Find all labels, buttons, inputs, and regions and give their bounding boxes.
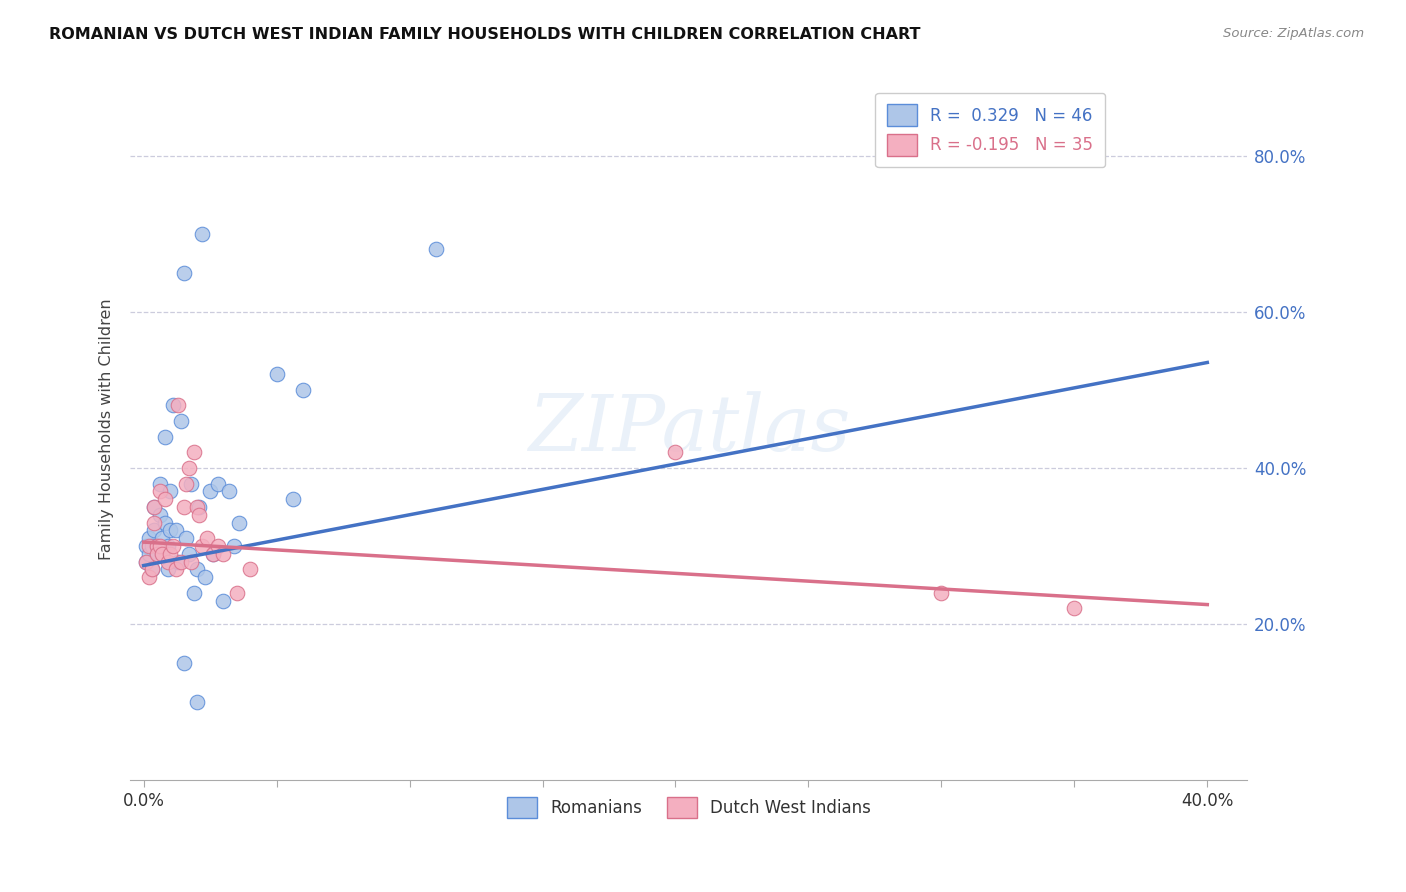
Text: ROMANIAN VS DUTCH WEST INDIAN FAMILY HOUSEHOLDS WITH CHILDREN CORRELATION CHART: ROMANIAN VS DUTCH WEST INDIAN FAMILY HOU… (49, 27, 921, 42)
Point (207, 476, 229, 491)
Point (173, 266, 195, 280)
Point (931, 586, 953, 600)
Point (180, 555, 202, 569)
Text: Source: ZipAtlas.com: Source: ZipAtlas.com (1223, 27, 1364, 40)
Point (186, 562, 208, 576)
Point (153, 492, 176, 507)
Y-axis label: Family Households with Children: Family Households with Children (100, 298, 114, 559)
Point (174, 476, 197, 491)
Point (143, 500, 166, 514)
Point (165, 562, 187, 576)
Point (143, 524, 166, 538)
Point (170, 414, 193, 428)
Point (146, 539, 169, 553)
Point (138, 570, 160, 584)
Point (135, 555, 157, 569)
Legend: Romanians, Dutch West Indians: Romanians, Dutch West Indians (501, 790, 877, 825)
Point (218, 484, 240, 499)
Point (138, 531, 160, 545)
Point (146, 547, 169, 561)
Point (159, 524, 181, 538)
Point (138, 539, 160, 553)
Point (188, 508, 211, 522)
Point (149, 476, 172, 491)
Point (165, 524, 187, 538)
Point (153, 430, 176, 444)
Point (183, 445, 205, 459)
Point (159, 484, 181, 499)
Point (186, 695, 208, 709)
Point (150, 531, 173, 545)
Point (141, 562, 163, 576)
Point (141, 539, 163, 553)
Point (177, 547, 200, 561)
Point (191, 539, 214, 553)
Point (201, 547, 224, 561)
Point (197, 531, 219, 545)
Point (281, 492, 304, 507)
Point (212, 547, 235, 561)
Point (228, 516, 250, 530)
Point (173, 500, 195, 514)
Point (156, 539, 179, 553)
Point (135, 555, 157, 569)
Point (146, 539, 169, 553)
Point (167, 399, 190, 413)
Point (266, 368, 288, 382)
Point (180, 476, 202, 491)
Point (149, 539, 172, 553)
Point (174, 531, 197, 545)
Point (149, 508, 172, 522)
Point (159, 547, 181, 561)
Point (188, 500, 211, 514)
Point (162, 539, 184, 553)
Point (167, 555, 190, 569)
Point (143, 516, 166, 530)
Point (170, 555, 193, 569)
Point (1063, 601, 1085, 615)
Point (201, 547, 224, 561)
Point (664, 445, 686, 459)
Point (135, 539, 157, 553)
Point (198, 484, 221, 499)
Point (225, 586, 247, 600)
Point (186, 500, 208, 514)
Point (239, 562, 262, 576)
Point (425, 242, 447, 256)
Point (194, 570, 217, 584)
Point (156, 562, 179, 576)
Point (162, 399, 184, 413)
Point (222, 539, 245, 553)
Point (138, 547, 160, 561)
Point (149, 484, 172, 499)
Point (146, 547, 169, 561)
Point (156, 555, 179, 569)
Point (141, 562, 163, 576)
Text: ZIPatlas: ZIPatlas (527, 391, 851, 467)
Point (212, 593, 235, 607)
Point (191, 227, 214, 241)
Point (143, 500, 166, 514)
Point (183, 586, 205, 600)
Point (207, 539, 229, 553)
Point (177, 461, 200, 475)
Point (173, 656, 195, 670)
Point (153, 516, 176, 530)
Point (150, 547, 173, 561)
Point (292, 383, 315, 397)
Point (150, 547, 173, 561)
